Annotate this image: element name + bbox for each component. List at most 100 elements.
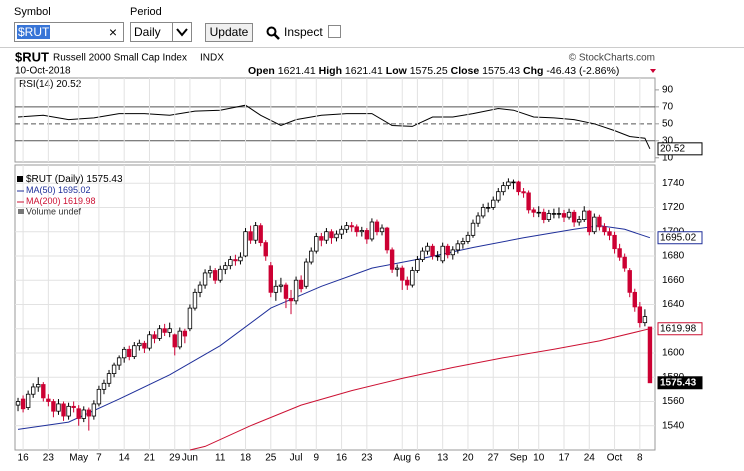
candle-body xyxy=(142,342,147,349)
quote-line: Open 1621.41 High 1621.41 Low 1575.25 Cl… xyxy=(248,65,619,77)
x-tick-label: 13 xyxy=(437,453,449,464)
rsi-legend-item: RSI(14) xyxy=(19,79,53,90)
x-tick-label: 21 xyxy=(144,453,156,464)
candle-body xyxy=(445,245,450,256)
candle-body xyxy=(420,250,425,260)
legend-item: MA(200) xyxy=(26,196,61,206)
candle-body xyxy=(238,256,243,262)
quote-item: 1575.25 xyxy=(410,65,448,77)
candle-body xyxy=(425,245,430,252)
period-value: Daily xyxy=(134,25,161,39)
candle-body xyxy=(96,388,102,405)
candle-body xyxy=(273,285,279,293)
candle-body xyxy=(470,222,476,236)
quote-item: Open xyxy=(248,65,275,77)
candle-body xyxy=(152,334,157,339)
value-flag xyxy=(657,322,703,336)
candle-body xyxy=(364,230,370,240)
x-tick-label: Sep xyxy=(510,453,528,464)
candle-body xyxy=(435,255,440,258)
candle-body xyxy=(556,213,562,215)
candle-body xyxy=(41,384,46,399)
candle-body xyxy=(162,328,167,333)
candle-body xyxy=(642,316,648,324)
x-tick-label: 17 xyxy=(558,453,570,464)
candle-body xyxy=(410,270,415,286)
rsi-legend: RSI(14) 20.52 xyxy=(19,79,82,90)
inspect-checkbox[interactable] xyxy=(328,25,341,38)
candle-body xyxy=(20,398,26,410)
candle-body xyxy=(106,373,112,384)
candle-body xyxy=(132,345,137,358)
down-marker xyxy=(650,69,656,73)
y-tick-label: 1540 xyxy=(662,420,685,431)
candle-body xyxy=(30,386,36,395)
quote-item: High xyxy=(319,65,342,77)
ma-line xyxy=(189,328,651,451)
quote-item: 1621.41 xyxy=(345,65,383,77)
clear-button[interactable]: × xyxy=(108,24,117,40)
candle-body xyxy=(541,211,546,220)
candle-body xyxy=(167,328,172,333)
price-panel xyxy=(14,164,656,451)
candle-body xyxy=(460,241,466,245)
legend-item: 1695.02 xyxy=(58,185,91,195)
candle-body xyxy=(450,249,455,256)
candle-body xyxy=(551,213,557,215)
chart-subtitle: Russell 2000 Small Cap Index xyxy=(53,53,187,64)
value-flag-label: 1695.02 xyxy=(660,232,697,243)
candle-body xyxy=(632,291,637,308)
candle-body xyxy=(475,215,481,224)
update-button[interactable]: Update xyxy=(205,23,253,42)
candle-body xyxy=(465,234,471,242)
candle-body xyxy=(571,211,577,223)
candle-body xyxy=(258,225,263,244)
candle-body xyxy=(379,227,385,233)
candle-body xyxy=(15,401,21,406)
candle-body xyxy=(612,234,617,250)
quote-item: Low xyxy=(386,65,408,77)
candle-body xyxy=(400,267,405,281)
candle-body xyxy=(177,330,183,348)
candle-body xyxy=(374,221,380,233)
candle-body xyxy=(243,231,248,257)
candle-body xyxy=(602,226,607,233)
candle-body xyxy=(172,334,177,348)
candle-body xyxy=(480,207,486,217)
candle-body xyxy=(91,403,97,417)
candle-body xyxy=(516,181,521,193)
candle-body xyxy=(637,306,643,324)
candle-body xyxy=(25,393,31,408)
x-tick-label: 23 xyxy=(361,453,373,464)
x-tick-label: May xyxy=(69,453,88,464)
period-select[interactable]: Daily xyxy=(130,22,192,42)
candle-body xyxy=(207,270,213,274)
candle-body xyxy=(182,330,188,337)
candle-body xyxy=(101,382,107,390)
y-tick-label: 1600 xyxy=(662,348,685,359)
candle-body xyxy=(521,191,526,194)
candle-body xyxy=(329,231,334,239)
candle-body xyxy=(647,326,653,384)
credit: © StockCharts.com xyxy=(569,53,655,64)
symbol-input[interactable]: $RUT × xyxy=(14,22,124,42)
candle-body xyxy=(116,357,122,366)
candle-body xyxy=(501,185,506,193)
inspect-label: Inspect xyxy=(284,25,323,39)
symbol-value: $RUT xyxy=(17,25,51,39)
legend-price: $RUT (Daily) 1575.43 xyxy=(26,174,123,185)
candle-body xyxy=(197,284,203,293)
rsi-tick-label: 70 xyxy=(662,101,674,112)
quote-item: 1621.41 xyxy=(278,65,316,77)
candle-body xyxy=(582,210,587,220)
legend-swatch xyxy=(17,176,23,182)
x-tick-label: 16 xyxy=(18,453,30,464)
x-tick-label: Aug xyxy=(393,453,411,464)
candle-body xyxy=(324,231,329,241)
candle-body xyxy=(511,181,516,184)
candle-body xyxy=(455,243,461,251)
x-tick-label: 9 xyxy=(314,453,320,464)
candle-body xyxy=(576,219,582,223)
legend-item: $RUT (Daily) xyxy=(26,174,84,185)
